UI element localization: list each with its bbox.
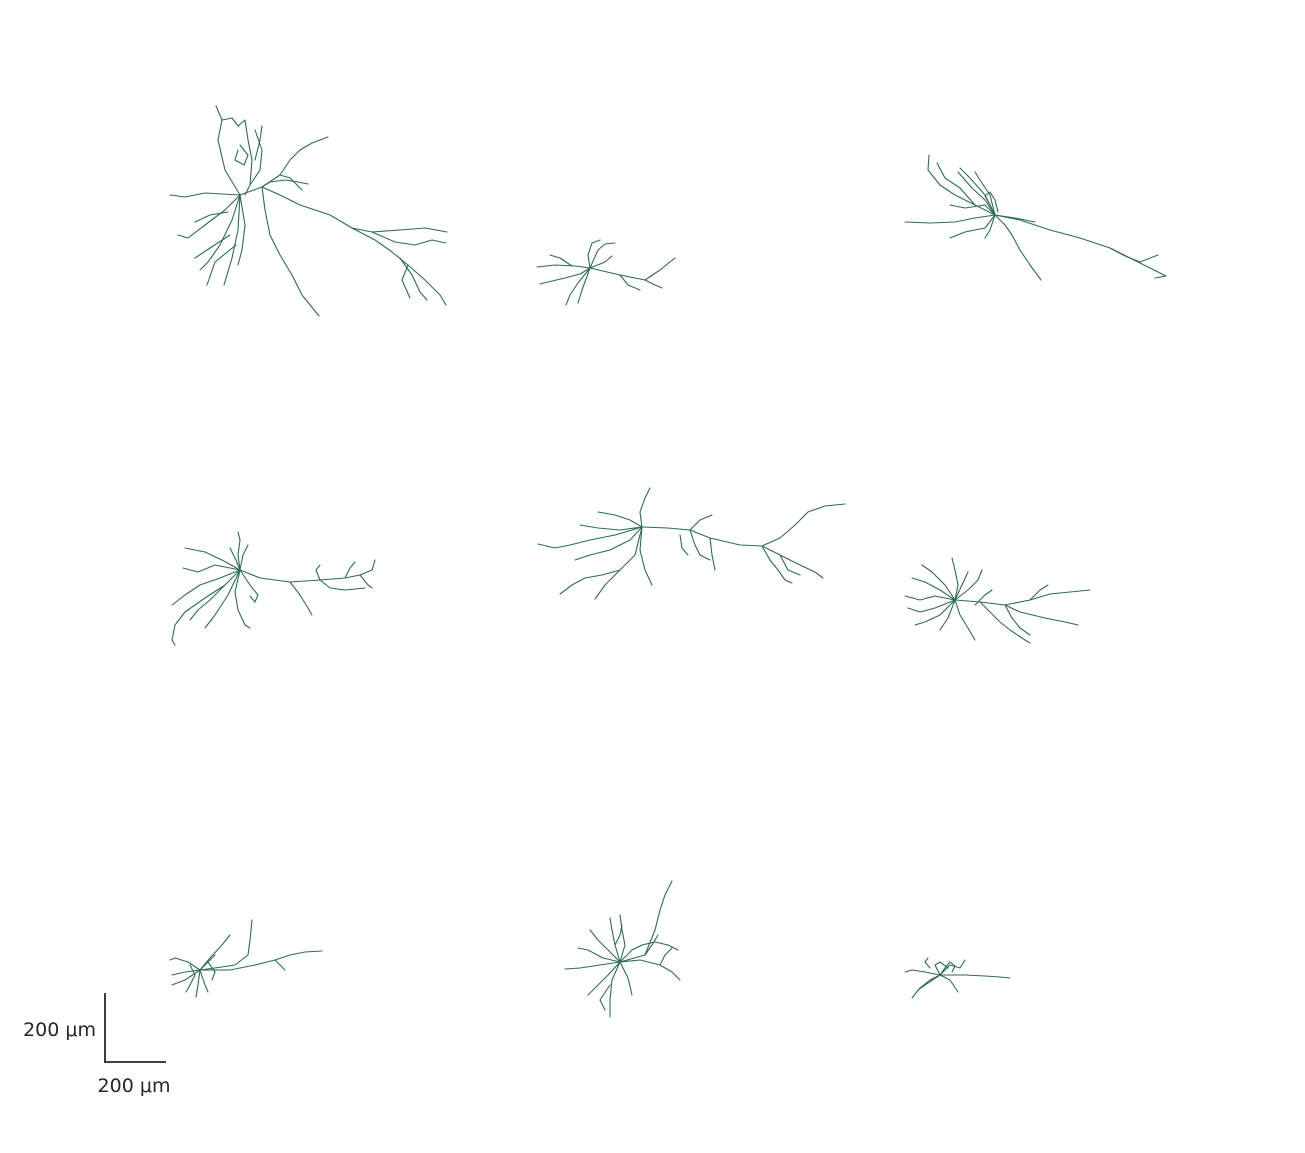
neuron-1 xyxy=(169,105,448,317)
scale-bar: 200 μm 200 μm xyxy=(23,993,170,1097)
scale-bar-vertical-label: 200 μm xyxy=(23,1019,96,1041)
scale-bar-horizontal-label: 200 μm xyxy=(98,1075,171,1097)
neuron-8 xyxy=(564,880,681,1018)
neuron-5 xyxy=(537,487,846,600)
neuron-2 xyxy=(536,239,676,306)
neuron-9 xyxy=(904,957,1011,999)
neuron-6 xyxy=(904,557,1091,644)
neuron-7 xyxy=(169,919,323,998)
neuron-4 xyxy=(171,531,376,646)
neuron-3 xyxy=(904,154,1167,281)
